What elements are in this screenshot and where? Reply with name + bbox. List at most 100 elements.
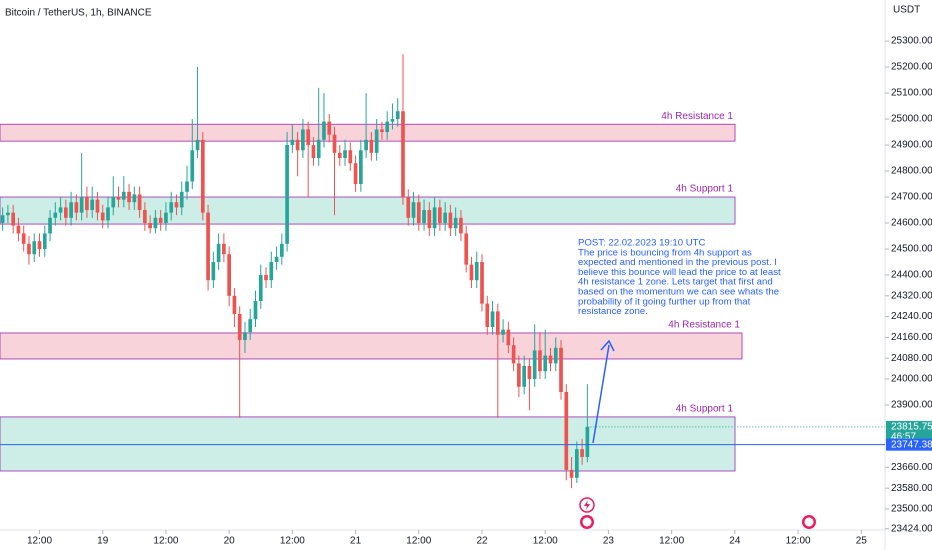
candle-body xyxy=(343,150,347,159)
last-price-label: 23815.75 xyxy=(891,422,932,433)
candle-body xyxy=(6,212,10,216)
currency: USDT xyxy=(893,5,920,16)
candle-body xyxy=(79,197,84,213)
candle-body xyxy=(174,202,179,208)
candle-body xyxy=(90,199,95,211)
candle-body xyxy=(353,163,358,185)
candle-body xyxy=(206,212,210,281)
candle-body xyxy=(222,243,226,255)
candle-body xyxy=(137,194,142,211)
annotation-line: probability of it going further up from … xyxy=(578,296,751,307)
candle-body xyxy=(316,139,321,159)
candle-body xyxy=(385,121,390,133)
candle-body xyxy=(453,217,458,229)
candle-body xyxy=(237,313,242,340)
y-tick-label: 23900.00 xyxy=(891,400,932,411)
candle-body xyxy=(495,311,500,335)
y-tick-label: 24000.00 xyxy=(891,374,932,385)
candle-body xyxy=(179,191,184,208)
annotation-line: expected and mentioned in the previous p… xyxy=(578,257,777,268)
candle-body xyxy=(527,365,532,379)
y-tick-label: 24500.00 xyxy=(891,244,932,255)
candle-body xyxy=(158,217,163,224)
candle-body xyxy=(517,363,521,387)
zone-label: 4h Support 1 xyxy=(676,404,734,415)
zone-label: 4h Resistance 1 xyxy=(661,111,733,122)
candle-body xyxy=(127,191,131,203)
annotation-line: resistance zone. xyxy=(578,306,648,317)
candle-body xyxy=(548,355,553,364)
candle-body xyxy=(459,217,463,234)
countdown: 46:57 xyxy=(891,432,916,443)
zone xyxy=(0,123,736,142)
candle-body xyxy=(295,139,300,151)
y-tick-label: 24240.00 xyxy=(891,311,932,322)
candle-body xyxy=(553,347,558,364)
candle-body xyxy=(585,426,590,457)
candle-body xyxy=(574,449,579,478)
y-tick-label: 24080.00 xyxy=(891,353,932,364)
candle-body xyxy=(164,212,168,224)
event-icons xyxy=(579,497,816,529)
candle-body xyxy=(148,223,152,229)
x-tick-label: 20 xyxy=(224,536,236,547)
annotation-line: 4h resistance 1 zone. Lets target that f… xyxy=(578,277,773,288)
candle-body xyxy=(200,139,205,213)
x-tick-label: 21 xyxy=(350,536,362,547)
candle-body xyxy=(422,210,426,224)
candle-body xyxy=(69,202,73,218)
candle-body xyxy=(143,210,147,224)
x-tick-label: 19 xyxy=(97,536,109,547)
candle-body xyxy=(153,217,158,229)
candle-body xyxy=(448,212,453,229)
candle-body xyxy=(522,365,526,387)
candle-body xyxy=(253,301,258,320)
y-tick-label: 25000.00 xyxy=(891,114,932,125)
candle-body xyxy=(27,243,31,255)
zone xyxy=(0,416,736,472)
candle-body xyxy=(169,202,174,213)
candle-body xyxy=(490,311,495,327)
zone xyxy=(0,196,736,225)
y-tick-label: 24320.00 xyxy=(891,290,932,301)
candle-body xyxy=(274,256,279,263)
y-tick-label: 23580.00 xyxy=(891,483,932,494)
candle-body xyxy=(564,391,569,470)
candle-body xyxy=(100,212,105,221)
candle-body xyxy=(485,303,490,327)
x-tick-label: 25 xyxy=(856,536,868,547)
candle-body xyxy=(279,243,284,257)
zone xyxy=(0,332,743,360)
candle-body xyxy=(506,329,511,346)
candle-body xyxy=(480,262,484,304)
candle-body xyxy=(569,469,574,478)
candle-body xyxy=(106,207,110,221)
annotation-line: The price is bouncing from 4h support as xyxy=(578,247,752,258)
candle-body xyxy=(543,355,548,372)
x-tick-label: 12:00 xyxy=(153,536,178,547)
candle-body xyxy=(264,275,268,281)
x-tick-label: 12:00 xyxy=(406,536,431,547)
x-tick-label: 12:00 xyxy=(27,536,52,547)
candle-body xyxy=(580,449,584,457)
candle-body xyxy=(538,350,542,372)
candle-body xyxy=(74,202,79,213)
candle-body xyxy=(327,121,332,135)
candle-body xyxy=(258,275,263,302)
candle-body xyxy=(132,194,137,203)
y-tick-label: 25300.00 xyxy=(891,36,932,47)
y-tick-label: 25200.00 xyxy=(891,62,932,73)
annotation-line: POST: 22.02.2023 19:10 UTC xyxy=(578,238,706,249)
candle-body xyxy=(511,345,516,364)
candle-body xyxy=(348,150,353,164)
candle-body xyxy=(111,197,116,208)
zone-label: 4h Resistance 1 xyxy=(668,320,740,331)
candle-body xyxy=(232,295,237,314)
candle-body xyxy=(427,210,432,229)
candle-body xyxy=(369,139,374,153)
candle-body xyxy=(53,212,58,218)
candle-body xyxy=(411,202,416,218)
candle-body xyxy=(269,262,274,281)
arrow xyxy=(592,339,615,444)
